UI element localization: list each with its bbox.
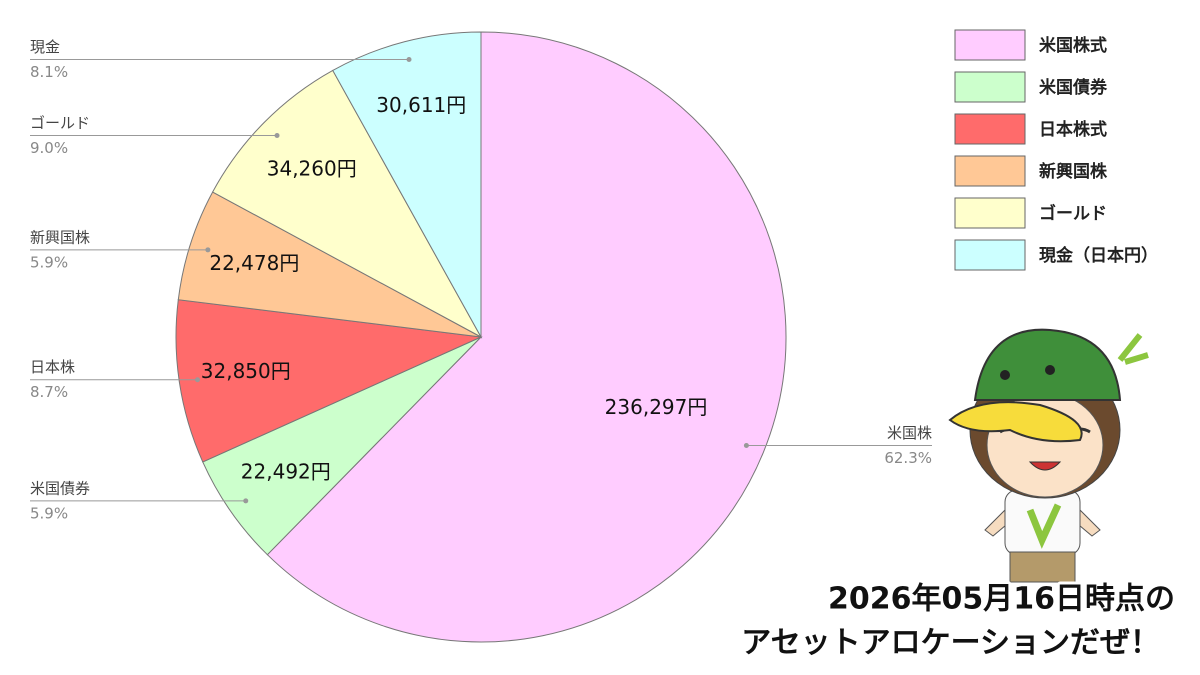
legend-swatch: [954, 29, 1026, 61]
pie-slice: [332, 31, 482, 339]
legend-label: 新興国株: [1039, 161, 1108, 182]
leader-dot: [274, 133, 280, 139]
slice-percent: 9.0%: [30, 139, 68, 157]
data-label: 34,260円: [267, 156, 357, 180]
legend-label: ゴールド: [1039, 203, 1107, 224]
slice-percent: 62.3%: [884, 449, 932, 467]
legend-swatch: [954, 239, 1026, 271]
slice-percent: 5.9%: [30, 504, 68, 522]
data-label: 22,478円: [209, 251, 299, 275]
legend-swatch: [954, 71, 1026, 103]
slice-percent: 8.7%: [30, 383, 68, 401]
slice-name: ゴールド: [30, 114, 90, 132]
leader-dot: [243, 498, 249, 504]
pie-slice: [175, 299, 483, 463]
legend-label: 米国株式: [1039, 35, 1107, 56]
slice-name: 現金: [30, 38, 60, 56]
slice-name: 日本株: [30, 358, 75, 376]
slice-percent: 8.1%: [30, 63, 68, 81]
leader-dot: [743, 442, 749, 448]
caption-line: アセットアロケーションだぜ！: [741, 626, 1160, 661]
legend-label: 現金（日本円）: [1039, 245, 1158, 266]
legend-swatch: [954, 197, 1026, 229]
legend-swatch: [954, 155, 1026, 187]
data-label: 32,850円: [201, 359, 291, 383]
data-label: 30,611円: [376, 93, 466, 117]
data-label: 236,297円: [605, 395, 708, 419]
pie-slice: [266, 31, 787, 643]
slice-name: 米国株: [887, 424, 932, 442]
legend-label: 日本株式: [1039, 119, 1107, 140]
legend-swatch: [954, 113, 1026, 145]
slice-name: 米国債券: [30, 479, 90, 497]
slice-percent: 5.9%: [30, 253, 68, 271]
data-label: 22,492円: [241, 459, 331, 483]
leader-dot: [406, 56, 412, 62]
leader-dot: [195, 377, 201, 383]
caption-line: 2026年05月16日時点の: [828, 582, 1175, 617]
legend-label: 米国債券: [1039, 77, 1108, 98]
mascot: [948, 328, 1149, 583]
pie-slice: [211, 69, 483, 339]
leader-dot: [205, 247, 211, 253]
slice-name: 新興国株: [30, 228, 90, 246]
